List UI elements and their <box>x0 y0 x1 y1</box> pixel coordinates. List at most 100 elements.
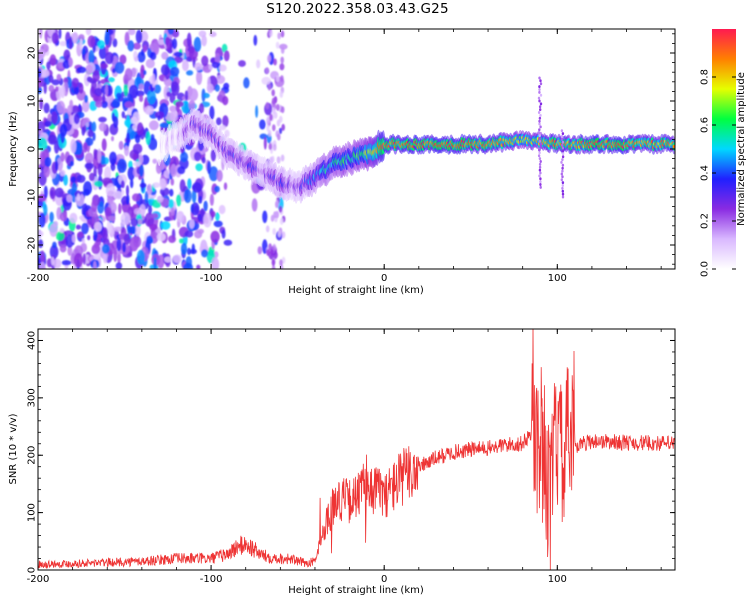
spectral-noise-blob <box>160 64 170 76</box>
spectral-noise-blob <box>139 95 144 102</box>
spectral-noise-blob <box>88 50 95 65</box>
snr-y-tick-label: 300 <box>27 388 38 407</box>
spectral-noise-blob <box>78 34 85 41</box>
spectral-spike <box>538 116 542 120</box>
spectrogram-y-tick-label: 20 <box>27 47 38 60</box>
spectral-noise-blob <box>215 212 220 221</box>
spectral-noise-blob <box>280 56 285 64</box>
spectral-noise-blob <box>54 140 60 154</box>
spectral-spike <box>538 139 542 143</box>
spectral-noise-blob <box>39 69 50 78</box>
spectral-noise-blob <box>157 39 166 45</box>
spectral-spike <box>539 145 542 149</box>
spectral-noise-blob <box>281 123 286 131</box>
spectral-noise-blob <box>98 45 107 60</box>
colorbar-gradient <box>712 29 736 269</box>
spectral-noise-blob <box>223 82 230 90</box>
spectral-noise-blob <box>159 122 170 128</box>
spectral-noise-blob <box>194 62 202 71</box>
spectral-noise-blob <box>209 193 214 206</box>
spectral-noise-blob <box>66 194 73 203</box>
spectral-noise-blob <box>164 256 172 263</box>
spectral-noise-blob <box>126 132 130 147</box>
spectral-spike <box>538 99 541 103</box>
spectral-spike <box>539 113 542 117</box>
spectral-spike <box>539 177 542 181</box>
spectral-noise-blob <box>218 125 227 131</box>
spectral-noise-blob <box>89 172 95 182</box>
spectral-noise-blob <box>87 129 94 138</box>
spectral-spike <box>538 122 541 126</box>
spectral-noise-blob <box>156 232 166 242</box>
spectral-noise-blob <box>188 88 199 102</box>
spectral-noise-blob <box>71 234 76 243</box>
spectral-noise-blob <box>273 143 277 151</box>
spectral-noise-blob <box>73 253 83 268</box>
spectral-noise-blob <box>279 63 285 71</box>
spectral-noise-blob <box>222 115 229 128</box>
spectral-noise-blob <box>56 100 66 114</box>
spectral-noise-blob <box>55 86 59 92</box>
spectral-spike <box>538 90 541 94</box>
spectral-noise-blob <box>39 29 43 39</box>
chart-title: S120.2022.358.03.43.G25 <box>266 1 449 17</box>
spectral-noise-blob <box>139 182 147 189</box>
spectral-noise-blob <box>58 29 62 39</box>
spectral-noise-blob <box>197 228 204 234</box>
spectral-spike <box>560 160 563 164</box>
spectral-noise-blob <box>275 41 280 49</box>
spectral-noise-blob <box>108 215 116 222</box>
spectral-noise-blob <box>135 29 143 44</box>
spectral-noise-blob <box>113 226 124 232</box>
spectral-noise-blob <box>267 129 272 137</box>
spectral-noise-blob <box>100 155 106 166</box>
spectral-noise-blob <box>109 151 117 165</box>
spectrogram-x-tick-label: 100 <box>548 273 567 284</box>
spectral-noise-blob <box>111 136 114 142</box>
spectral-noise-blob <box>40 250 45 264</box>
spectral-spike <box>538 105 542 109</box>
spectral-noise-blob <box>277 230 282 238</box>
spectral-noise-blob <box>203 200 208 212</box>
colorbar-label: Normalized spectral amplitude <box>736 72 747 226</box>
spectral-noise-blob <box>169 66 180 77</box>
spectral-noise-blob <box>108 77 115 83</box>
spectral-noise-blob <box>140 64 145 80</box>
spectrogram-x-tick-label: 0 <box>381 273 387 284</box>
spectral-noise-blob <box>153 84 161 94</box>
spectral-noise-blob <box>210 210 216 218</box>
spectral-noise-blob <box>272 124 276 132</box>
spectral-noise-blob <box>105 42 109 56</box>
spectral-noise-blob <box>214 185 220 193</box>
spectral-noise-blob <box>38 199 44 208</box>
spectral-noise-blob <box>151 73 156 88</box>
spectral-noise-blob <box>172 38 178 50</box>
spectrogram-y-tick-label: -10 <box>27 189 38 205</box>
spectral-noise-blob <box>265 225 270 233</box>
spectral-noise-blob <box>268 143 273 150</box>
spectral-noise-blob <box>169 110 178 123</box>
spectral-noise-blob <box>102 93 106 104</box>
spectral-noise-blob <box>279 115 283 123</box>
spectral-noise-blob <box>175 101 184 108</box>
spectral-noise-blob <box>187 178 192 190</box>
spectrogram-y-tick-label: 10 <box>27 95 38 108</box>
spectral-spike <box>561 155 565 159</box>
spectral-noise-blob <box>196 264 201 269</box>
snr-y-tick-label: 400 <box>27 331 38 350</box>
spectral-spike <box>538 134 541 138</box>
spectral-noise-blob <box>59 41 67 47</box>
spectral-spike <box>561 192 565 196</box>
spectral-spike <box>538 88 541 91</box>
spectral-noise-blob <box>55 160 59 171</box>
spectral-noise-blob <box>135 224 141 237</box>
spectral-noise-blob <box>170 207 175 216</box>
spectral-noise-blob <box>270 214 275 222</box>
spectral-noise-blob <box>124 68 133 81</box>
spectrogram-y-axis-label: Frequency (Hz) <box>8 111 19 187</box>
spectral-noise-blob <box>43 102 50 114</box>
spectral-noise-blob <box>59 227 65 233</box>
spectral-noise-blob <box>101 244 110 254</box>
snr-y-tick-label: 0 <box>27 567 38 573</box>
spectral-noise-blob <box>137 218 143 225</box>
